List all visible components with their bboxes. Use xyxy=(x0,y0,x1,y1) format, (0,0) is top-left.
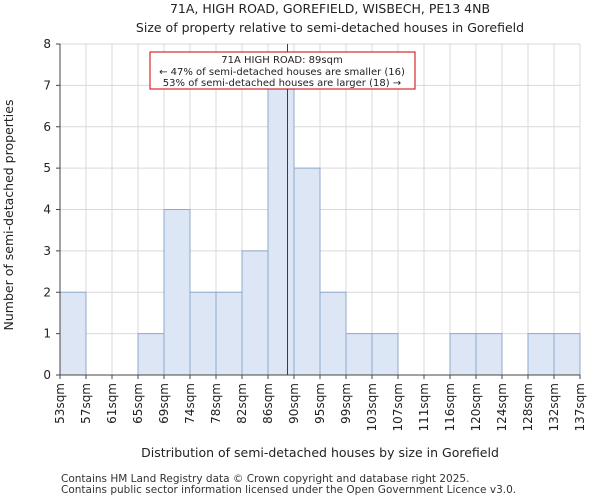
x-tick-label: 57sqm xyxy=(79,383,93,424)
x-tick-label: 53sqm xyxy=(53,383,67,424)
y-tick-label: 6 xyxy=(43,120,51,134)
annotation-line-3: 53% of semi-detached houses are larger (… xyxy=(163,78,401,89)
y-tick-label: 5 xyxy=(43,161,51,175)
annotation-line-1: 71A HIGH ROAD: 89sqm xyxy=(221,55,342,66)
chart-title: 71A, HIGH ROAD, GOREFIELD, WISBECH, PE13… xyxy=(170,1,490,16)
bar-65sqm xyxy=(137,333,165,376)
x-tick-label: 124sqm xyxy=(495,383,509,431)
bar-86sqm xyxy=(267,84,295,376)
bar-132sqm xyxy=(553,333,581,376)
bar-82sqm xyxy=(241,250,269,376)
x-tick-label: 116sqm xyxy=(443,383,457,431)
x-tick-label: 61sqm xyxy=(105,383,119,424)
y-tick-label: 0 xyxy=(43,368,51,382)
x-tick-label: 95sqm xyxy=(313,383,327,424)
bar-90sqm xyxy=(293,167,321,376)
footer-line-2: Contains public sector information licen… xyxy=(61,484,517,496)
y-tick-labels: 0 1 2 3 4 5 6 7 8 xyxy=(43,37,60,382)
bar-120sqm xyxy=(475,333,503,376)
x-tick-label: 78sqm xyxy=(209,383,223,424)
bar-128sqm xyxy=(527,333,555,376)
x-tick-labels: 53sqm 57sqm 61sqm 65sqm 69sqm 74sqm 78sqm 82sqm… xyxy=(53,375,587,431)
x-tick-label: 128sqm xyxy=(521,383,535,431)
bar-78sqm xyxy=(215,291,243,376)
x-tick-label: 65sqm xyxy=(131,383,145,424)
x-tick-label: 82sqm xyxy=(235,383,249,424)
x-tick-label: 90sqm xyxy=(287,383,301,424)
x-axis-label: Distribution of semi-detached houses by … xyxy=(141,445,499,460)
bar-95sqm xyxy=(319,291,347,376)
bar-99sqm xyxy=(345,333,373,376)
x-tick-label: 137sqm xyxy=(573,383,587,431)
y-tick-label: 4 xyxy=(43,203,51,217)
x-tick-label: 132sqm xyxy=(547,383,561,431)
chart-subtitle: Size of property relative to semi-detach… xyxy=(136,20,524,35)
bar-53sqm xyxy=(59,291,87,376)
bar-103sqm xyxy=(371,333,399,376)
x-tick-label: 74sqm xyxy=(183,383,197,424)
annotation-box: 71A HIGH ROAD: 89sqm ← 47% of semi-detac… xyxy=(149,51,416,90)
x-tick-label: 120sqm xyxy=(469,383,483,431)
x-tick-label: 111sqm xyxy=(417,383,431,431)
x-tick-label: 107sqm xyxy=(391,383,405,431)
x-tick-label: 69sqm xyxy=(157,383,171,424)
y-tick-label: 1 xyxy=(43,327,51,341)
x-tick-label: 103sqm xyxy=(365,383,379,431)
y-tick-label: 3 xyxy=(43,244,51,258)
bar-116sqm xyxy=(449,333,477,376)
y-tick-label: 8 xyxy=(43,37,51,51)
footer-line-1: Contains HM Land Registry data © Crown c… xyxy=(61,473,470,485)
y-tick-label: 2 xyxy=(43,285,51,299)
x-tick-label: 99sqm xyxy=(339,383,353,424)
annotation-line-2: ← 47% of semi-detached houses are smalle… xyxy=(159,67,405,78)
y-tick-label: 7 xyxy=(43,78,51,92)
bar-74sqm xyxy=(189,291,217,376)
x-tick-label: 86sqm xyxy=(261,383,275,424)
y-axis-label: Number of semi-detached properties xyxy=(1,100,16,331)
bar-69sqm xyxy=(163,209,191,376)
